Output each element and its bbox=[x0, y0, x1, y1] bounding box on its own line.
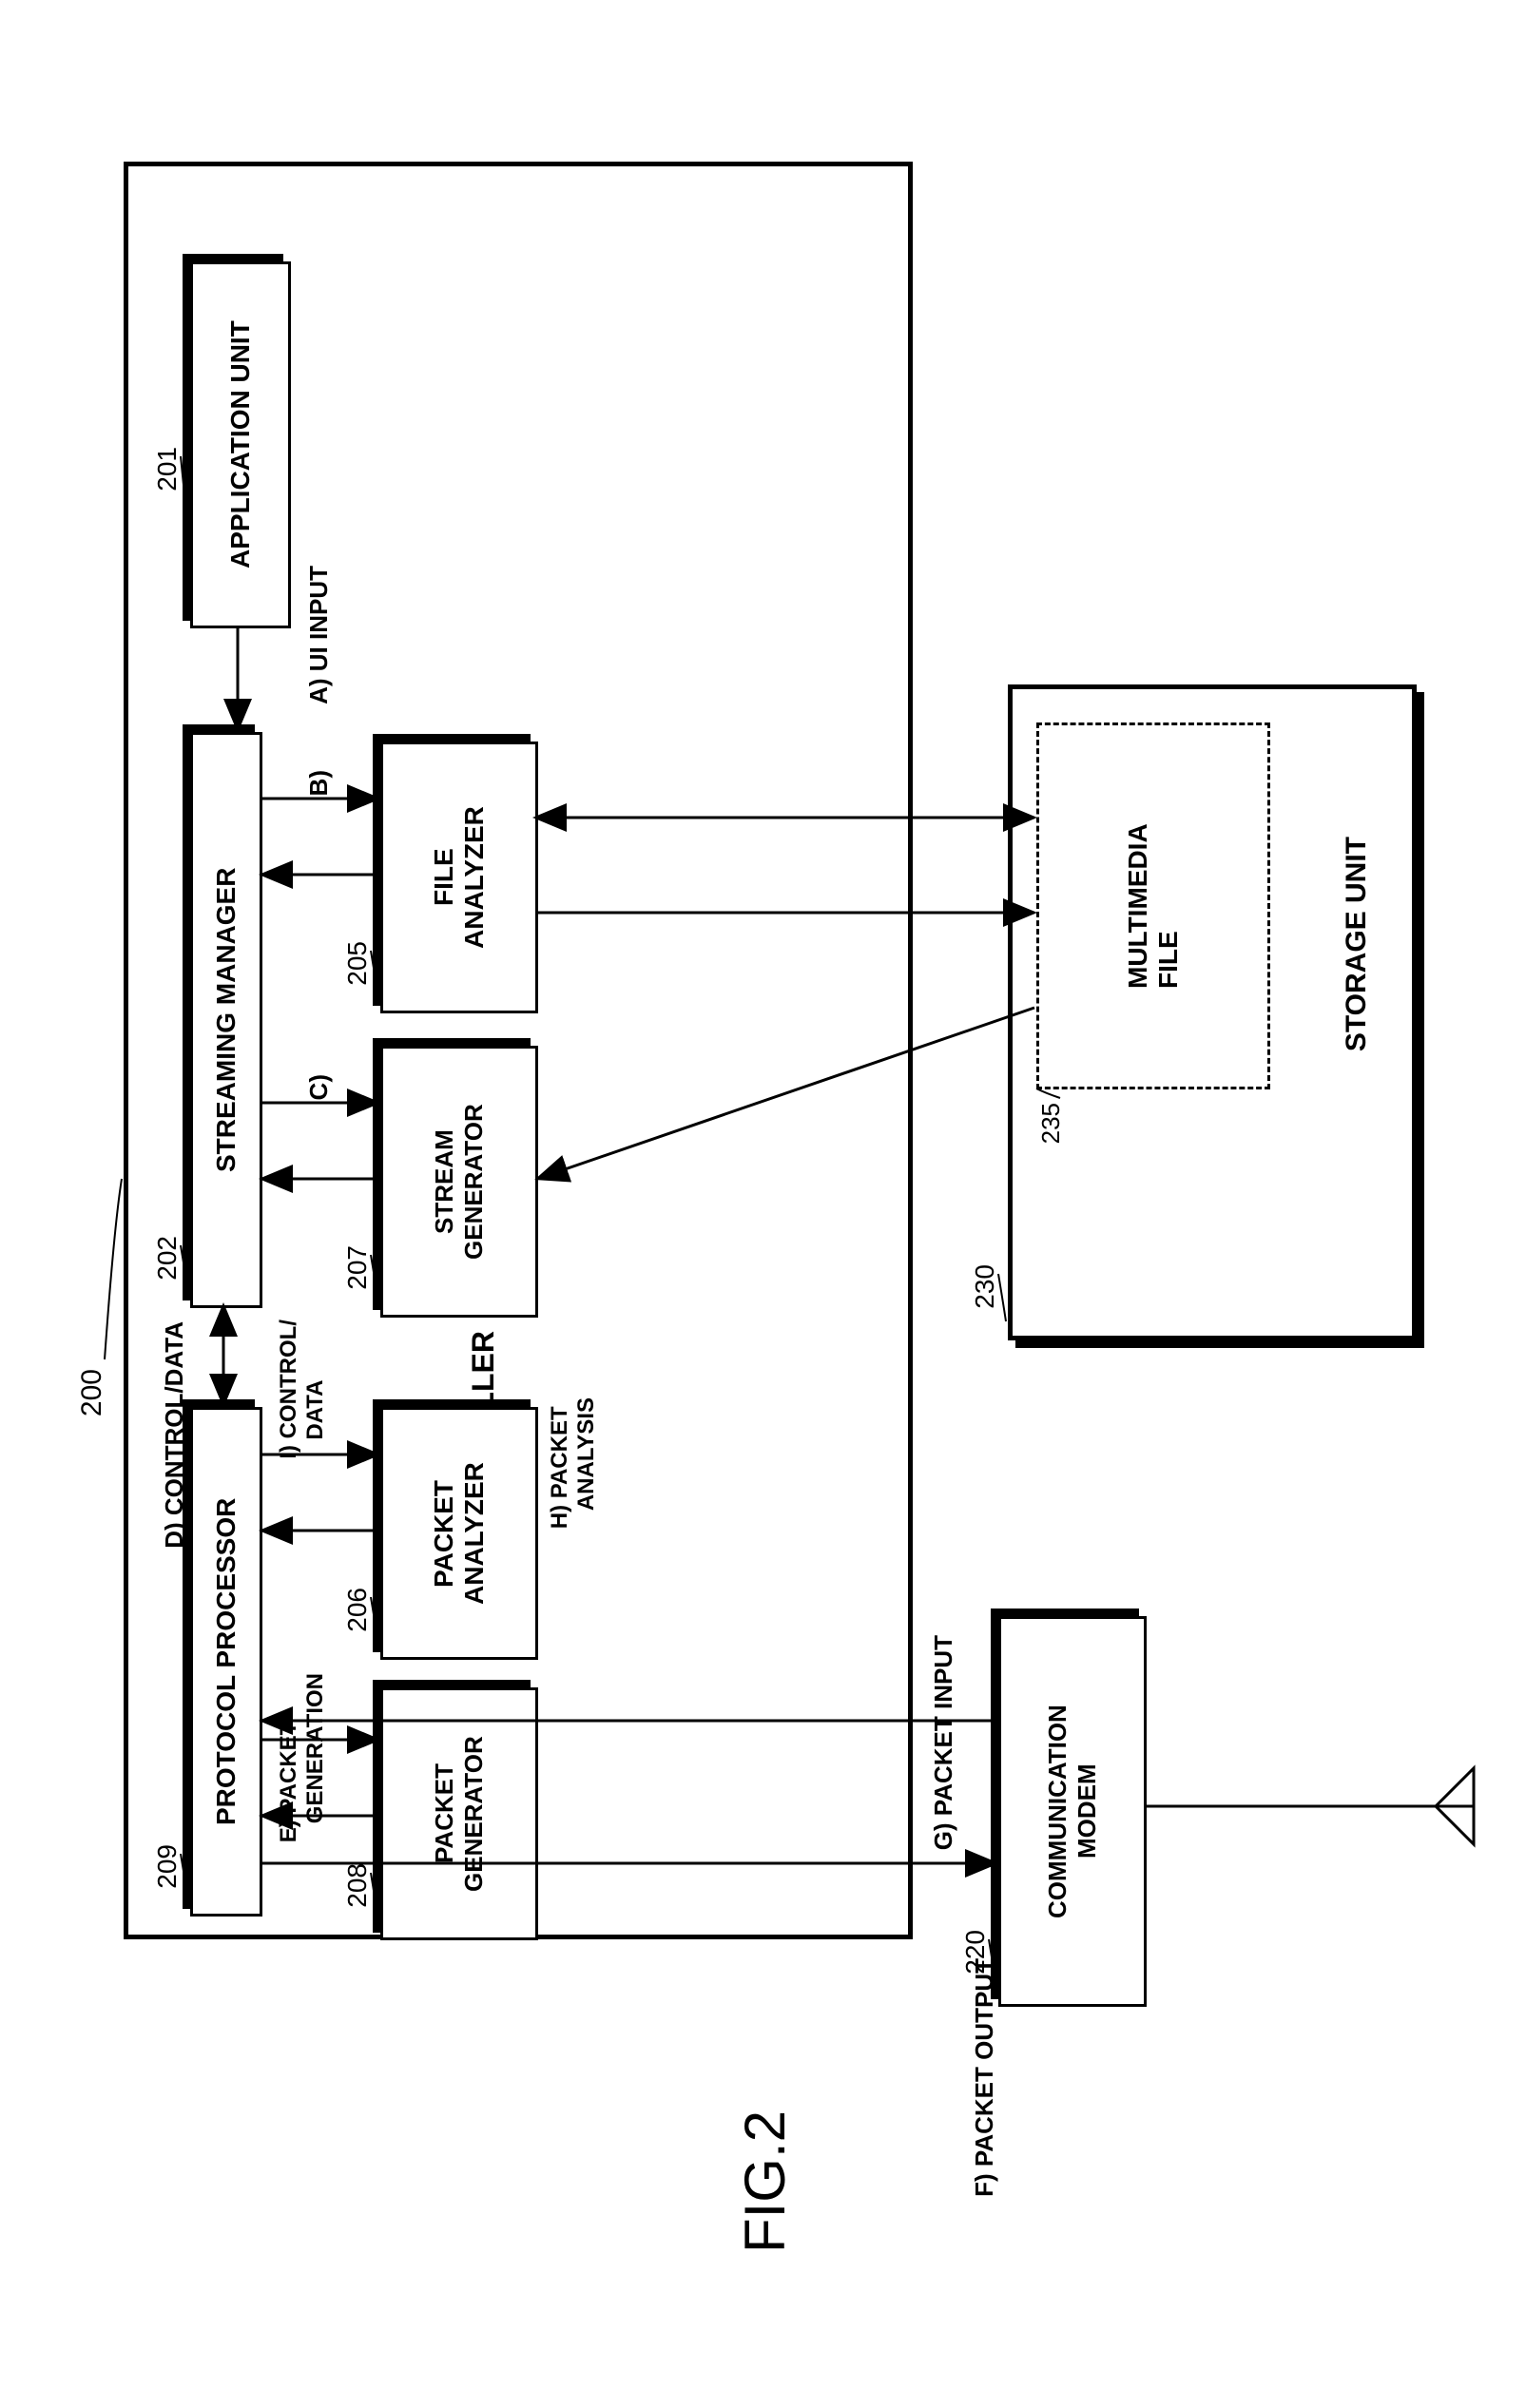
application-unit-ref: 201 bbox=[152, 447, 183, 491]
protocol-processor-ref: 209 bbox=[152, 1844, 183, 1889]
file-analyzer-ref: 205 bbox=[342, 941, 373, 986]
packet-generator-label: PACKET GENERATOR bbox=[430, 1736, 489, 1892]
streaming-manager-ref: 202 bbox=[152, 1236, 183, 1281]
multimedia-file-label: MULTIMEDIA FILE bbox=[1123, 823, 1184, 989]
streaming-manager-box: STREAMING MANAGER bbox=[190, 732, 262, 1308]
stream-generator-ref: 207 bbox=[342, 1245, 373, 1290]
stream-generator-box: STREAM GENERATOR bbox=[380, 1046, 538, 1318]
label-d: D) CONTROL/DATA bbox=[160, 1321, 189, 1549]
packet-analyzer-label: PACKET ANALYZER bbox=[429, 1462, 490, 1605]
label-g: G) PACKET INPUT bbox=[929, 1635, 958, 1850]
label-e: E) PACKET GENERATION bbox=[276, 1673, 329, 1842]
file-analyzer-box: FILE ANALYZER bbox=[380, 742, 538, 1013]
diagram-root: CONTROLLER 200 APPLICATION UNIT 201 STRE… bbox=[38, 38, 1488, 2370]
packet-analyzer-ref: 206 bbox=[342, 1588, 373, 1632]
storage-unit-label: STORAGE UNIT bbox=[1341, 837, 1373, 1051]
application-unit-label: APPLICATION UNIT bbox=[225, 321, 256, 569]
stream-generator-label: STREAM GENERATOR bbox=[430, 1104, 489, 1260]
multimedia-file-ref: 235 bbox=[1036, 1103, 1066, 1144]
label-h: H) PACKET ANALYSIS bbox=[547, 1397, 600, 1529]
communication-modem-box: COMMUNICATION MODEM bbox=[998, 1616, 1147, 2007]
packet-generator-box: PACKET GENERATOR bbox=[380, 1687, 538, 1940]
protocol-processor-label: PROTOCOL PROCESSOR bbox=[211, 1498, 241, 1825]
protocol-processor-box: PROTOCOL PROCESSOR bbox=[190, 1407, 262, 1917]
controller-ref: 200 bbox=[76, 1369, 108, 1416]
figure-label: FIG.2 bbox=[732, 2110, 798, 2253]
label-i: I) CONTROL/ DATA bbox=[276, 1320, 329, 1459]
storage-unit-ref: 230 bbox=[970, 1264, 1000, 1309]
application-unit-box: APPLICATION UNIT bbox=[190, 261, 291, 628]
multimedia-file-box: MULTIMEDIA FILE bbox=[1036, 722, 1270, 1089]
label-f: F) PACKET OUTPUT bbox=[970, 1958, 999, 2197]
streaming-manager-label: STREAMING MANAGER bbox=[211, 868, 241, 1172]
communication-modem-label: COMMUNICATION MODEM bbox=[1043, 1705, 1102, 1918]
label-c: C) bbox=[304, 1074, 334, 1100]
file-analyzer-label: FILE ANALYZER bbox=[429, 806, 490, 949]
label-ui-input: A) UI INPUT bbox=[304, 566, 334, 704]
packet-analyzer-box: PACKET ANALYZER bbox=[380, 1407, 538, 1660]
packet-generator-ref: 208 bbox=[342, 1863, 373, 1908]
label-b: B) bbox=[304, 770, 334, 796]
